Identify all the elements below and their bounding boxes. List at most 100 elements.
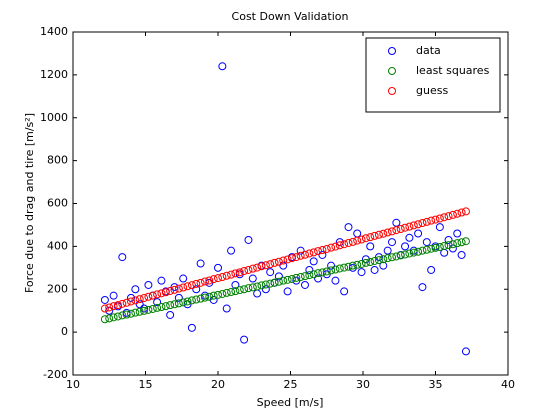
marker — [305, 265, 314, 274]
marker — [370, 231, 379, 240]
legend-marker — [388, 87, 396, 95]
y-tick-label: 1200 — [40, 68, 68, 81]
marker — [409, 248, 418, 257]
marker — [283, 255, 292, 264]
marker — [200, 277, 209, 286]
marker — [388, 227, 396, 236]
marker — [309, 257, 318, 266]
marker — [235, 268, 244, 277]
marker — [157, 303, 166, 312]
marker — [266, 268, 275, 277]
y-tick-label: 400 — [47, 239, 68, 252]
marker — [209, 275, 218, 284]
marker — [422, 245, 431, 254]
x-tick-label: 35 — [429, 378, 443, 391]
marker — [231, 269, 240, 278]
marker — [183, 282, 192, 291]
marker — [331, 242, 340, 251]
marker — [388, 253, 396, 262]
marker — [127, 297, 135, 306]
marker — [401, 223, 410, 232]
marker — [453, 239, 462, 248]
marker — [366, 242, 375, 251]
marker — [248, 264, 257, 273]
marker — [353, 260, 362, 269]
marker — [209, 291, 218, 300]
marker — [461, 347, 470, 356]
marker — [222, 271, 231, 280]
marker — [440, 213, 449, 222]
marker — [314, 269, 323, 278]
marker — [361, 234, 370, 243]
marker — [357, 268, 366, 277]
marker — [287, 274, 296, 283]
marker — [270, 278, 279, 287]
y-tick-label: -200 — [43, 368, 68, 381]
legend-label: least squares — [416, 64, 490, 77]
marker — [127, 309, 135, 318]
marker — [113, 301, 122, 310]
marker — [405, 222, 414, 231]
marker — [453, 229, 462, 238]
marker — [144, 292, 153, 301]
marker — [196, 294, 205, 303]
marker — [161, 302, 170, 311]
marker — [240, 335, 249, 344]
marker — [109, 302, 118, 311]
marker — [379, 261, 388, 270]
marker — [118, 311, 127, 320]
marker — [196, 259, 205, 268]
marker — [274, 277, 283, 286]
marker — [379, 229, 388, 238]
marker — [148, 291, 157, 300]
marker — [331, 276, 340, 285]
marker — [279, 256, 288, 265]
marker — [153, 303, 162, 312]
marker — [244, 284, 253, 293]
marker — [457, 238, 466, 247]
marker — [100, 295, 109, 304]
marker — [322, 267, 331, 276]
marker — [448, 240, 457, 249]
marker — [248, 283, 257, 292]
marker — [135, 295, 144, 304]
marker — [179, 298, 188, 307]
marker — [444, 241, 453, 250]
marker — [231, 287, 240, 296]
y-tick-label: 1400 — [40, 25, 68, 38]
marker — [405, 249, 414, 258]
marker — [383, 246, 392, 255]
marker — [431, 215, 440, 224]
marker — [153, 290, 162, 299]
marker — [244, 265, 253, 274]
marker — [401, 250, 410, 259]
marker — [357, 235, 366, 244]
marker — [266, 279, 275, 288]
marker — [344, 238, 353, 247]
marker — [187, 296, 196, 305]
marker — [435, 223, 444, 232]
marker — [301, 280, 309, 289]
marker — [187, 323, 196, 332]
marker — [261, 280, 270, 289]
marker — [461, 237, 470, 246]
marker — [388, 238, 396, 247]
marker — [235, 286, 244, 295]
marker — [383, 228, 392, 237]
marker — [257, 262, 266, 271]
marker — [148, 304, 157, 313]
marker — [222, 288, 231, 297]
x-tick-label: 15 — [139, 378, 153, 391]
marker — [427, 265, 436, 274]
marker — [166, 301, 175, 310]
marker — [227, 246, 236, 255]
marker — [279, 276, 288, 285]
marker — [444, 235, 453, 244]
marker — [183, 297, 192, 306]
marker — [100, 304, 109, 313]
marker — [135, 307, 144, 316]
marker — [340, 287, 349, 296]
marker — [305, 271, 314, 280]
marker — [448, 210, 457, 219]
